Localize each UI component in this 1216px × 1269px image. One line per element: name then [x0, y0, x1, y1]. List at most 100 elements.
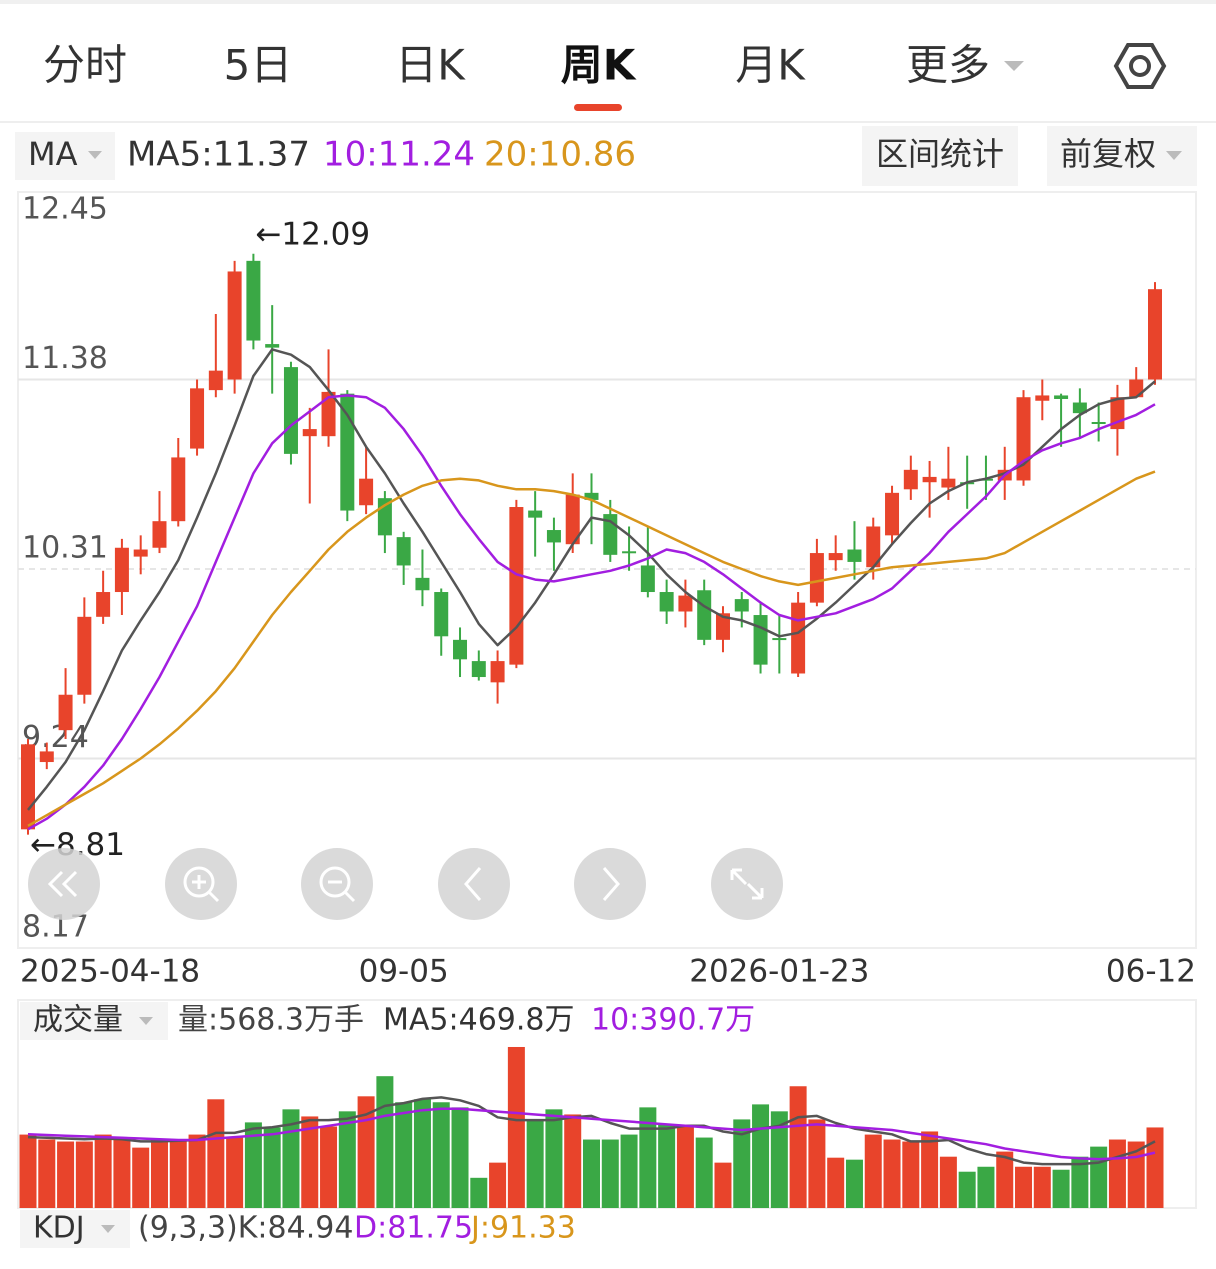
volume-bar: [75, 1141, 93, 1208]
candle-body: [246, 260, 261, 341]
candle-body: [434, 592, 449, 637]
legend-entry: 10:11.24: [323, 135, 475, 175]
prev-button[interactable]: [438, 848, 510, 920]
zoom-out-button[interactable]: [301, 848, 373, 920]
volume-bar: [470, 1177, 488, 1208]
volume-bar: [244, 1122, 262, 1208]
volume-bar: [996, 1151, 1014, 1208]
candle-body: [903, 469, 918, 490]
volume-bar: [188, 1134, 206, 1208]
tab-indicator: [574, 104, 622, 111]
volume-bar: [207, 1099, 225, 1208]
legend-entry: MA5:11.37: [127, 135, 310, 175]
candle-body: [546, 530, 561, 543]
candle-body: [490, 661, 505, 683]
candle-body: [1035, 395, 1050, 401]
candle-body: [753, 615, 768, 665]
next-button[interactable]: [574, 848, 646, 920]
volume-bar: [676, 1124, 694, 1208]
y-tick-label: 12.45: [22, 192, 108, 227]
candle-body: [321, 391, 336, 437]
tab[interactable]: 更多: [906, 41, 990, 90]
tab[interactable]: 日K: [395, 41, 466, 90]
candle-body: [640, 565, 655, 593]
volume-bar: [1052, 1169, 1070, 1208]
kdj-legend: (9,3,3)K:84.94 D:81.75J:91.33: [138, 1211, 576, 1246]
volume-bar: [545, 1109, 563, 1208]
volume-bar: [902, 1141, 920, 1208]
volume-bar: [150, 1139, 168, 1208]
candle-body: [565, 494, 580, 545]
volume-bar: [1146, 1127, 1164, 1208]
volume-bar: [38, 1139, 56, 1208]
candle-body: [1091, 422, 1106, 425]
candle-body: [866, 526, 881, 568]
candle-body: [885, 492, 900, 536]
zoom-in-button[interactable]: [165, 848, 237, 920]
candle-body: [922, 476, 937, 483]
candle-body: [584, 492, 599, 500]
tab[interactable]: 周K: [561, 41, 637, 90]
volume-bar: [639, 1107, 657, 1208]
candle-body: [396, 537, 411, 566]
x-tick-label: 06-12: [1106, 954, 1196, 990]
settings-icon[interactable]: [1113, 43, 1167, 89]
dropdown-arrow: [139, 1017, 153, 1025]
tab[interactable]: 分时: [43, 41, 127, 90]
volume-bar: [1090, 1146, 1108, 1208]
volume-bar: [113, 1139, 131, 1208]
tab[interactable]: 月K: [735, 41, 806, 90]
candle-body: [941, 478, 956, 488]
volume-bar: [1108, 1139, 1126, 1208]
volume-title: 成交量: [33, 1003, 123, 1038]
candle-body: [208, 370, 223, 391]
candle-body: [190, 388, 205, 449]
candle-body: [471, 661, 486, 678]
dropdown-arrow: [1166, 151, 1182, 160]
status-strip: [0, 0, 1216, 4]
x-tick-label: 2025-04-18: [20, 954, 200, 990]
volume-bar: [489, 1162, 507, 1208]
candle-body: [791, 602, 806, 674]
button-label: 前复权: [1060, 135, 1156, 173]
candle-body: [96, 592, 111, 617]
candle-body: [415, 577, 430, 591]
volume-bar: [94, 1134, 112, 1208]
volume-bar: [977, 1166, 995, 1208]
candle-body: [227, 271, 242, 380]
kdj-selector[interactable]: [20, 1210, 130, 1248]
candle-body: [659, 592, 674, 612]
volume-bar: [226, 1137, 244, 1208]
volume-bar: [808, 1119, 826, 1208]
volume-bar: [432, 1102, 450, 1208]
x-tick-label: 09-05: [359, 954, 449, 990]
volume-bar: [695, 1137, 713, 1208]
volume-bar: [395, 1102, 413, 1208]
range-stats-button[interactable]: [862, 126, 1018, 186]
candle-body: [1054, 395, 1069, 399]
volume-bar: [658, 1124, 676, 1208]
candle-body: [21, 744, 35, 830]
ma-selector[interactable]: [15, 132, 115, 180]
volume-bar: [507, 1046, 525, 1208]
candle-body: [734, 599, 749, 612]
kdj-title: KDJ: [33, 1211, 85, 1246]
candle-body: [528, 510, 543, 518]
y-tick-label: 10.31: [22, 531, 108, 566]
fullscreen-button[interactable]: [711, 848, 783, 920]
candle-body: [509, 507, 524, 665]
volume-bar: [752, 1104, 770, 1208]
nav-icons: [47, 866, 764, 903]
tab[interactable]: 5日: [224, 41, 293, 90]
candle-body: [340, 393, 355, 511]
dropdown-arrow: [88, 151, 102, 159]
volume-bar: [958, 1171, 976, 1208]
volume-bar: [376, 1076, 394, 1208]
volume-bar: [583, 1139, 600, 1208]
candle-body: [58, 694, 73, 731]
volume-bar: [939, 1156, 957, 1208]
dropdown-arrow: [101, 1225, 115, 1233]
candle-body: [622, 551, 637, 554]
y-tick-label: 11.38: [22, 341, 108, 376]
